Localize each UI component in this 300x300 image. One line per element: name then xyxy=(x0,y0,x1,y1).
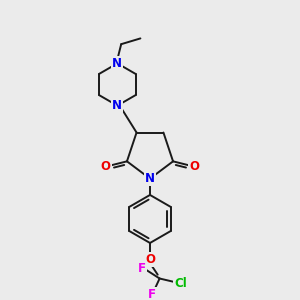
Text: N: N xyxy=(112,99,122,112)
Text: F: F xyxy=(148,288,156,300)
Text: F: F xyxy=(138,262,146,275)
Text: O: O xyxy=(189,160,199,172)
Text: Cl: Cl xyxy=(174,277,187,290)
Text: N: N xyxy=(145,172,155,185)
Text: O: O xyxy=(145,253,155,266)
Text: O: O xyxy=(101,160,111,172)
Text: N: N xyxy=(112,57,122,70)
